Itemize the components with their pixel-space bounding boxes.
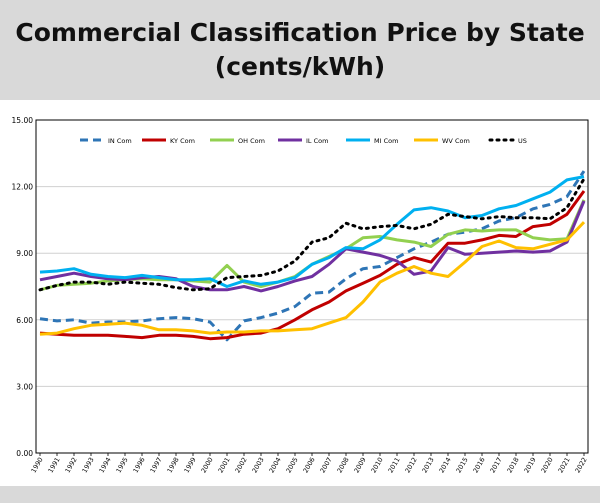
title-band: Commercial Classification Price by State…	[0, 0, 600, 100]
x-tick-label: 2002	[234, 456, 249, 474]
legend: IN Com KY Com OH Com IL Com MI Com WV Com US	[80, 137, 527, 145]
legend-label-wv-com: WV Com	[442, 137, 470, 145]
x-tick-label: 1990	[30, 456, 45, 474]
x-tick-label: 2009	[353, 456, 368, 474]
plot-frame	[35, 119, 589, 454]
x-tick-label: 2019	[523, 456, 538, 474]
x-tick-label: 1991	[47, 456, 62, 474]
bottom-band	[0, 486, 600, 503]
x-tick-label: 2012	[404, 456, 419, 474]
y-tick-label: 3.00	[16, 382, 33, 391]
legend-label-oh-com: OH Com	[238, 137, 265, 145]
x-axis-ticks: 1990 1991 1992 1993 1994 1995 1996 1997 1998 1999…	[30, 453, 589, 474]
x-tick-label: 2022	[574, 456, 589, 474]
x-tick-label: 2000	[200, 456, 215, 474]
gridlines	[36, 119, 588, 454]
x-tick-label: 2018	[506, 456, 521, 474]
x-tick-label: 1997	[149, 456, 164, 474]
legend-label-ky-com: KY Com	[170, 137, 195, 145]
y-tick-label: 9.00	[16, 249, 33, 258]
x-tick-label: 2021	[557, 456, 572, 474]
y-tick-label: 0.00	[16, 449, 33, 458]
x-tick-label: 2017	[489, 456, 504, 474]
x-tick-label: 1996	[132, 456, 147, 474]
x-tick-label: 2014	[438, 456, 453, 474]
legend-label-il-com: IL Com	[306, 137, 328, 145]
series-line-wv-com	[39, 221, 586, 336]
series-line-mi-com	[39, 175, 585, 288]
x-tick-label: 2011	[387, 456, 402, 474]
x-tick-label: 2004	[268, 456, 283, 474]
x-tick-label: 2003	[251, 456, 266, 474]
series-line-in-com	[39, 170, 586, 342]
y-axis-ticks: 0.00 3.00 6.00 9.00 12.00 15.00	[12, 116, 34, 458]
x-tick-label: 2013	[421, 456, 436, 474]
x-tick-label: 2008	[336, 456, 351, 474]
x-tick-label: 2020	[540, 456, 555, 474]
x-tick-label: 1999	[183, 456, 198, 474]
legend-label-us: US	[518, 137, 527, 145]
page-subtitle: (cents/kWh)	[214, 52, 386, 81]
x-tick-label: 2015	[455, 456, 470, 474]
x-tick-label: 1995	[115, 456, 130, 474]
x-tick-label: 1992	[64, 456, 79, 474]
series-line-il-com	[39, 200, 586, 293]
y-tick-label: 12.00	[12, 183, 34, 192]
x-tick-label: 1998	[166, 456, 181, 474]
x-tick-label: 1994	[98, 456, 113, 474]
y-tick-label: 15.00	[12, 116, 34, 125]
x-tick-label: 2007	[319, 456, 334, 474]
legend-label-in-com: IN Com	[108, 137, 132, 145]
x-tick-label: 2016	[472, 456, 487, 474]
legend-label-mi-com: MI Com	[374, 137, 398, 145]
y-tick-label: 6.00	[16, 316, 33, 325]
chart-panel	[0, 100, 600, 486]
x-tick-label: 2010	[370, 456, 385, 474]
x-tick-label: 2001	[217, 456, 232, 474]
page-title: Commercial Classification Price by State	[15, 18, 585, 47]
x-tick-label: 2005	[285, 456, 300, 474]
x-tick-label: 2006	[302, 456, 317, 474]
series-lines	[38, 170, 586, 342]
x-tick-label: 1993	[81, 456, 96, 474]
series-line-us	[38, 177, 586, 292]
series-line-ky-com	[39, 190, 586, 341]
